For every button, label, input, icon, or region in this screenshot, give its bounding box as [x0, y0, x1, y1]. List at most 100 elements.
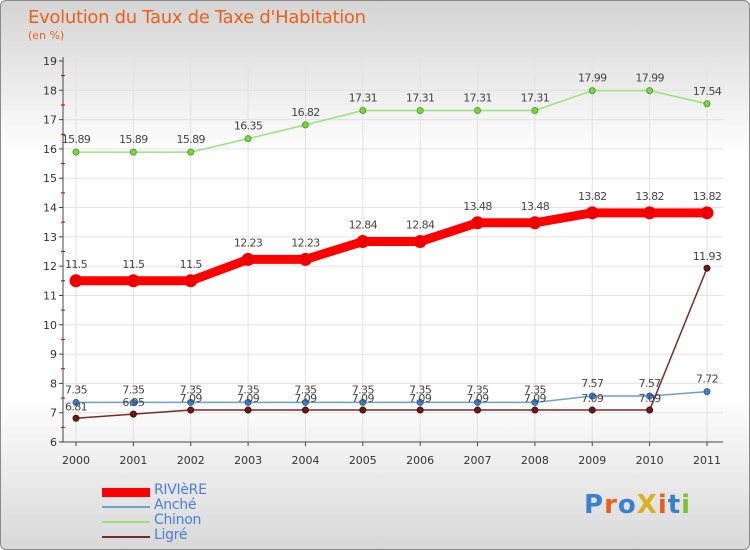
data-label: 7.09: [639, 392, 662, 405]
data-label: 12.84: [406, 219, 435, 232]
data-label: 11.5: [122, 258, 145, 271]
data-point: [359, 406, 367, 414]
series-line-1: [76, 390, 708, 404]
data-point: [531, 107, 539, 115]
data-point: [129, 398, 137, 406]
data-label: 7.72: [696, 373, 718, 386]
y-tick-label: 10: [43, 319, 57, 332]
data-label: 7.35: [524, 383, 547, 396]
y-tick-label: 9: [50, 348, 57, 361]
data-point: [588, 406, 596, 414]
data-label: 17.31: [463, 92, 492, 105]
series-line-3: [75, 267, 708, 420]
series-line-0: [76, 208, 707, 286]
data-point: [471, 216, 485, 230]
data-point: [72, 398, 80, 406]
x-tick-label: 2008: [521, 454, 549, 467]
y-tick-label: 18: [43, 84, 57, 97]
data-point: [187, 406, 195, 414]
data-point: [72, 414, 80, 422]
data-label: 17.31: [349, 92, 378, 105]
data-label: 7.09: [180, 392, 203, 405]
data-point: [129, 410, 137, 418]
data-label: 7.35: [352, 383, 375, 396]
data-label: 17.99: [635, 72, 664, 85]
data-point: [588, 87, 596, 95]
data-label: 7.57: [581, 377, 604, 390]
data-label: 13.48: [521, 200, 550, 213]
data-point: [301, 121, 309, 129]
data-point: [531, 398, 539, 406]
data-point: [474, 398, 482, 406]
legend-swatch: [102, 506, 150, 508]
data-point: [244, 406, 252, 414]
data-point: [126, 274, 140, 288]
data-point: [187, 148, 195, 156]
x-tick-label: 2010: [636, 454, 664, 467]
data-label: 17.54: [693, 85, 722, 98]
data-label: 7.09: [466, 392, 489, 405]
data-point: [531, 406, 539, 414]
x-tick-label: 2011: [693, 454, 721, 467]
y-tick-label: 15: [43, 172, 57, 185]
data-point: [301, 406, 309, 414]
data-point: [244, 135, 252, 143]
data-point: [703, 264, 711, 272]
data-label: 15.89: [119, 133, 148, 146]
data-label: 15.89: [176, 133, 205, 146]
data-label: 12.84: [349, 219, 378, 232]
data-point: [241, 252, 255, 266]
data-label: 17.31: [406, 92, 435, 105]
data-label: 16.35: [234, 120, 263, 133]
legend-swatch: [102, 487, 150, 497]
data-label: 7.35: [237, 383, 260, 396]
data-point: [588, 392, 596, 400]
data-label: 7.35: [466, 383, 489, 396]
data-point: [359, 107, 367, 115]
x-tick-label: 2001: [119, 454, 147, 467]
data-point: [528, 216, 542, 230]
y-tick-label: 11: [43, 289, 57, 302]
data-point: [187, 398, 195, 406]
y-tick-label: 16: [43, 143, 57, 156]
data-label: 11.93: [693, 250, 722, 263]
data-point: [184, 274, 198, 288]
x-tick-label: 2007: [464, 454, 492, 467]
data-point: [646, 392, 654, 400]
data-label: 7.09: [581, 392, 604, 405]
data-point: [129, 148, 137, 156]
chart-title: Evolution du Taux de Taxe d'Habitation: [28, 7, 366, 28]
x-tick-label: 2002: [177, 454, 205, 467]
data-point: [244, 398, 252, 406]
y-tick-label: 7: [50, 407, 57, 420]
data-label: 13.82: [693, 190, 722, 203]
data-label: 7.35: [180, 383, 203, 396]
data-label: 17.99: [578, 72, 607, 85]
legend-swatch: [102, 536, 150, 538]
data-label: 6.95: [122, 396, 145, 409]
data-label: 7.35: [65, 383, 88, 396]
data-label: 17.31: [521, 92, 550, 105]
data-point: [700, 206, 714, 220]
y-tick-label: 13: [43, 231, 57, 244]
x-tick-label: 2004: [291, 454, 319, 467]
data-label: 11.5: [65, 258, 88, 271]
data-label: 7.09: [524, 392, 547, 405]
data-point: [298, 252, 312, 266]
data-point: [646, 87, 654, 95]
data-label: 12.23: [291, 236, 320, 249]
data-point: [301, 398, 309, 406]
y-tick-label: 17: [43, 114, 57, 127]
data-point: [474, 107, 482, 115]
data-label: 7.35: [122, 383, 145, 396]
data-point: [416, 398, 424, 406]
y-tick-label: 6: [50, 436, 57, 449]
data-label: 7.35: [294, 383, 317, 396]
series-line-2: [76, 89, 708, 153]
legend-label: Chinon: [154, 512, 202, 528]
data-label: 6.81: [65, 400, 87, 413]
data-point: [69, 274, 83, 288]
data-point: [416, 107, 424, 115]
data-label: 7.35: [409, 383, 432, 396]
data-point: [703, 388, 711, 396]
